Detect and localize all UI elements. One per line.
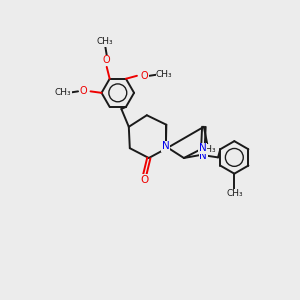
Text: CH₃: CH₃ <box>55 88 71 97</box>
Text: N: N <box>199 143 207 153</box>
Text: CH₃: CH₃ <box>97 37 113 46</box>
Text: O: O <box>141 71 148 81</box>
Text: N: N <box>199 151 207 160</box>
Text: O: O <box>103 55 110 65</box>
Text: O: O <box>140 175 148 185</box>
Text: CH₃: CH₃ <box>226 189 243 198</box>
Text: CH₃: CH₃ <box>199 145 216 154</box>
Text: O: O <box>79 86 87 96</box>
Text: N: N <box>162 141 170 152</box>
Text: CH₃: CH₃ <box>156 70 172 79</box>
Text: H: H <box>200 143 207 154</box>
